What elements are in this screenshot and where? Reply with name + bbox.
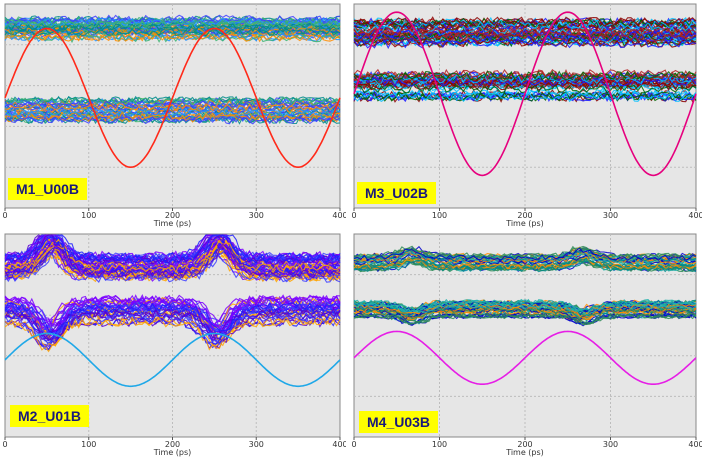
x-tick-label: 200 (517, 211, 532, 220)
x-tick-label: 300 (603, 211, 618, 220)
eye-trace (4, 33, 341, 44)
eye-trace (4, 115, 341, 125)
clock-waveform (4, 332, 341, 388)
panel-m1: 0 100 200 300 400 Time (ps) M1_U00B (0, 0, 346, 228)
eye-trace (353, 38, 697, 50)
eye-trace (4, 240, 341, 276)
eye-diagram-m4: 0 100 200 300 400 Time (ps) (349, 230, 702, 457)
eye-trace (4, 96, 341, 106)
eye-trace (4, 301, 341, 336)
panel-m4: 0 100 200 300 400 Time (ps) M4_U03B (349, 230, 702, 457)
eye-trace (4, 106, 340, 116)
eye-trace (4, 19, 341, 29)
eye-trace (353, 303, 697, 317)
x-tick-label: 200 (165, 440, 180, 449)
x-tick-label: 400 (688, 211, 702, 220)
eye-traces (353, 245, 697, 327)
chart-label-m4: M4_U03B (359, 411, 439, 433)
eye-trace (353, 311, 697, 325)
eye-trace (353, 259, 697, 273)
eye-trace (353, 312, 697, 327)
eye-diagram-m1: 0 100 200 300 400 Time (ps) (0, 0, 346, 228)
eye-traces (4, 234, 341, 353)
eye-trace (4, 307, 341, 341)
eye-trace (353, 28, 697, 39)
chart-label-m3: M3_U02B (357, 182, 437, 204)
x-tick-label: 0 (351, 440, 356, 449)
eye-trace (4, 234, 341, 265)
x-tick-label: 100 (81, 211, 96, 220)
x-axis-label: Time (ps) (505, 219, 544, 228)
chart-label-m1: M1_U00B (8, 178, 88, 200)
eye-trace (353, 313, 697, 326)
x-axis-label: Time (ps) (505, 448, 544, 457)
eye-trace (353, 80, 697, 92)
x-axis-label: Time (ps) (153, 448, 192, 457)
x-tick-label: 400 (688, 440, 702, 449)
eye-trace (4, 312, 341, 349)
eye-trace (4, 249, 341, 283)
x-tick-label: 0 (351, 211, 356, 220)
eye-trace (353, 247, 697, 261)
eye-trace (353, 299, 697, 313)
x-tick-label: 300 (603, 440, 618, 449)
clock-waveform (353, 330, 697, 385)
eye-trace (353, 76, 697, 87)
eye-trace (353, 303, 697, 317)
eye-trace (4, 294, 341, 330)
eye-trace (353, 27, 697, 38)
eye-trace (4, 27, 341, 37)
eye-trace (4, 294, 341, 330)
eye-trace (4, 242, 341, 278)
x-tick-label: 0 (2, 440, 7, 449)
eye-trace (353, 249, 697, 262)
eye-trace (353, 303, 697, 317)
eye-trace (4, 113, 341, 123)
eye-diagram-m2: 0 100 200 300 400 Time (ps) (0, 230, 346, 457)
eye-trace (4, 239, 341, 274)
eye-trace (353, 300, 696, 314)
eye-trace (4, 102, 341, 112)
eye-trace (4, 243, 341, 280)
eye-trace (4, 23, 341, 33)
eye-trace (353, 91, 697, 103)
x-tick-label: 100 (81, 440, 96, 449)
eye-diagram-m3: 0 100 200 300 400 Time (ps) (349, 0, 702, 228)
panel-m3: 0 100 200 300 400 Time (ps) M3_U02B (349, 0, 702, 228)
chart-label-m2: M2_U01B (10, 405, 90, 427)
x-tick-label: 400 (332, 211, 346, 220)
panel-m2: 0 100 200 300 400 Time (ps) M2_U01B (0, 230, 346, 457)
x-axis-label: Time (ps) (153, 219, 192, 228)
x-tick-label: 200 (517, 440, 532, 449)
x-tick-label: 300 (249, 440, 264, 449)
eye-trace (4, 234, 341, 263)
eye-traces (4, 14, 341, 125)
clock-waveform (4, 27, 341, 169)
x-tick-label: 300 (249, 211, 264, 220)
clock-waveform (353, 11, 697, 177)
x-tick-label: 100 (432, 211, 447, 220)
eye-trace (353, 252, 697, 264)
x-tick-label: 100 (432, 440, 447, 449)
eye-trace (4, 302, 341, 337)
eye-trace (353, 32, 697, 43)
eye-trace (4, 108, 341, 118)
eye-trace (353, 70, 697, 80)
eye-trace (353, 70, 697, 82)
eye-trace (353, 258, 697, 270)
x-tick-label: 200 (165, 211, 180, 220)
eye-trace (4, 309, 341, 342)
eye-trace (353, 71, 697, 83)
eye-trace (4, 234, 341, 266)
eye-trace (4, 22, 341, 31)
eye-trace (4, 100, 341, 110)
x-tick-label: 400 (332, 440, 346, 449)
x-tick-label: 0 (2, 211, 7, 220)
